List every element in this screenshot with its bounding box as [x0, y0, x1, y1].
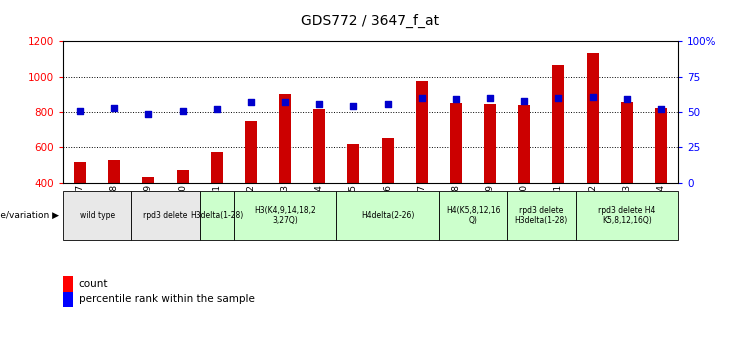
- Point: [348, 104, 359, 109]
- Text: genotype/variation ▶: genotype/variation ▶: [0, 211, 59, 220]
- Bar: [484, 104, 496, 254]
- Text: H4(K5,8,12,16
Q): H4(K5,8,12,16 Q): [446, 206, 500, 225]
- FancyBboxPatch shape: [234, 191, 336, 240]
- Point: [416, 95, 428, 101]
- Point: [74, 108, 86, 114]
- FancyBboxPatch shape: [507, 191, 576, 240]
- Text: H3delta(1-28): H3delta(1-28): [190, 211, 243, 220]
- Point: [518, 98, 530, 104]
- Text: H3(K4,9,14,18,2
3,27Q): H3(K4,9,14,18,2 3,27Q): [254, 206, 316, 225]
- Point: [553, 95, 565, 101]
- Point: [382, 101, 393, 106]
- Text: percentile rank within the sample: percentile rank within the sample: [79, 294, 254, 304]
- Text: GDS772 / 3647_f_at: GDS772 / 3647_f_at: [302, 14, 439, 28]
- Point: [655, 107, 667, 112]
- FancyBboxPatch shape: [63, 191, 131, 240]
- Text: count: count: [79, 279, 108, 289]
- FancyBboxPatch shape: [131, 191, 199, 240]
- Point: [279, 99, 291, 105]
- Text: rpd3 delete: rpd3 delete: [143, 211, 187, 220]
- Point: [210, 107, 222, 112]
- Bar: [587, 53, 599, 254]
- Bar: [382, 138, 393, 254]
- Bar: [553, 65, 565, 254]
- FancyBboxPatch shape: [576, 191, 678, 240]
- Point: [484, 95, 496, 101]
- Text: rpd3 delete H4
K5,8,12,16Q): rpd3 delete H4 K5,8,12,16Q): [598, 206, 656, 225]
- Point: [176, 108, 188, 114]
- Point: [142, 111, 154, 116]
- FancyBboxPatch shape: [336, 191, 439, 240]
- Point: [621, 97, 633, 102]
- Bar: [210, 152, 223, 254]
- Bar: [313, 109, 325, 254]
- Point: [313, 101, 325, 106]
- Bar: [518, 105, 531, 254]
- Point: [245, 99, 257, 105]
- Bar: [74, 161, 86, 254]
- Text: H4delta(2-26): H4delta(2-26): [361, 211, 414, 220]
- Text: rpd3 delete
H3delta(1-28): rpd3 delete H3delta(1-28): [515, 206, 568, 225]
- Bar: [142, 177, 154, 254]
- Bar: [245, 121, 257, 254]
- Point: [587, 94, 599, 99]
- Bar: [279, 93, 291, 254]
- Bar: [621, 101, 633, 254]
- Bar: [450, 103, 462, 254]
- Point: [108, 105, 120, 111]
- Bar: [108, 160, 120, 254]
- Bar: [416, 81, 428, 254]
- Point: [450, 97, 462, 102]
- Bar: [348, 144, 359, 254]
- FancyBboxPatch shape: [439, 191, 507, 240]
- FancyBboxPatch shape: [199, 191, 234, 240]
- Text: wild type: wild type: [79, 211, 115, 220]
- Bar: [655, 108, 667, 254]
- Bar: [176, 170, 188, 254]
